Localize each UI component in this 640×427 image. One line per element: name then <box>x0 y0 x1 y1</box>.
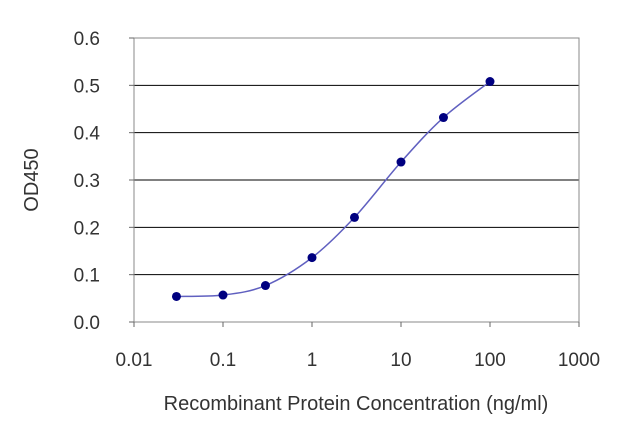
x-tick-label: 1 <box>307 350 318 371</box>
y-tick-label: 0.1 <box>74 266 100 287</box>
data-point <box>171 291 181 301</box>
x-tick-label: 10 <box>390 350 411 371</box>
y-tick-label: 0.6 <box>74 29 100 50</box>
x-tick-label: 0.01 <box>116 350 153 371</box>
data-point <box>260 281 270 291</box>
data-point <box>485 77 495 87</box>
x-axis-ticks: 0.01 0.1 1 10 100 1000 <box>116 322 600 371</box>
data-point <box>396 157 406 167</box>
data-point <box>218 290 228 300</box>
y-tick-label: 0.0 <box>74 313 100 334</box>
data-point <box>438 113 448 123</box>
y-tick-label: 0.2 <box>74 218 100 239</box>
y-tick-label: 0.3 <box>74 171 100 192</box>
data-point <box>349 212 359 222</box>
grid-lines <box>134 84 579 276</box>
x-tick-label: 0.1 <box>210 350 236 371</box>
y-tick-label: 0.4 <box>74 124 101 145</box>
x-tick-label: 1000 <box>558 350 600 371</box>
y-tick-label: 0.5 <box>74 76 100 97</box>
y-axis-title: OD450 <box>21 148 43 211</box>
series-line <box>176 80 491 298</box>
y-axis-ticks: 0.0 0.1 0.2 0.3 0.4 0.5 0.6 <box>74 29 134 334</box>
series-group <box>171 77 495 301</box>
x-axis-title: Recombinant Protein Concentration (ng/ml… <box>164 393 549 415</box>
data-point <box>307 253 317 263</box>
x-tick-label: 100 <box>474 350 506 371</box>
